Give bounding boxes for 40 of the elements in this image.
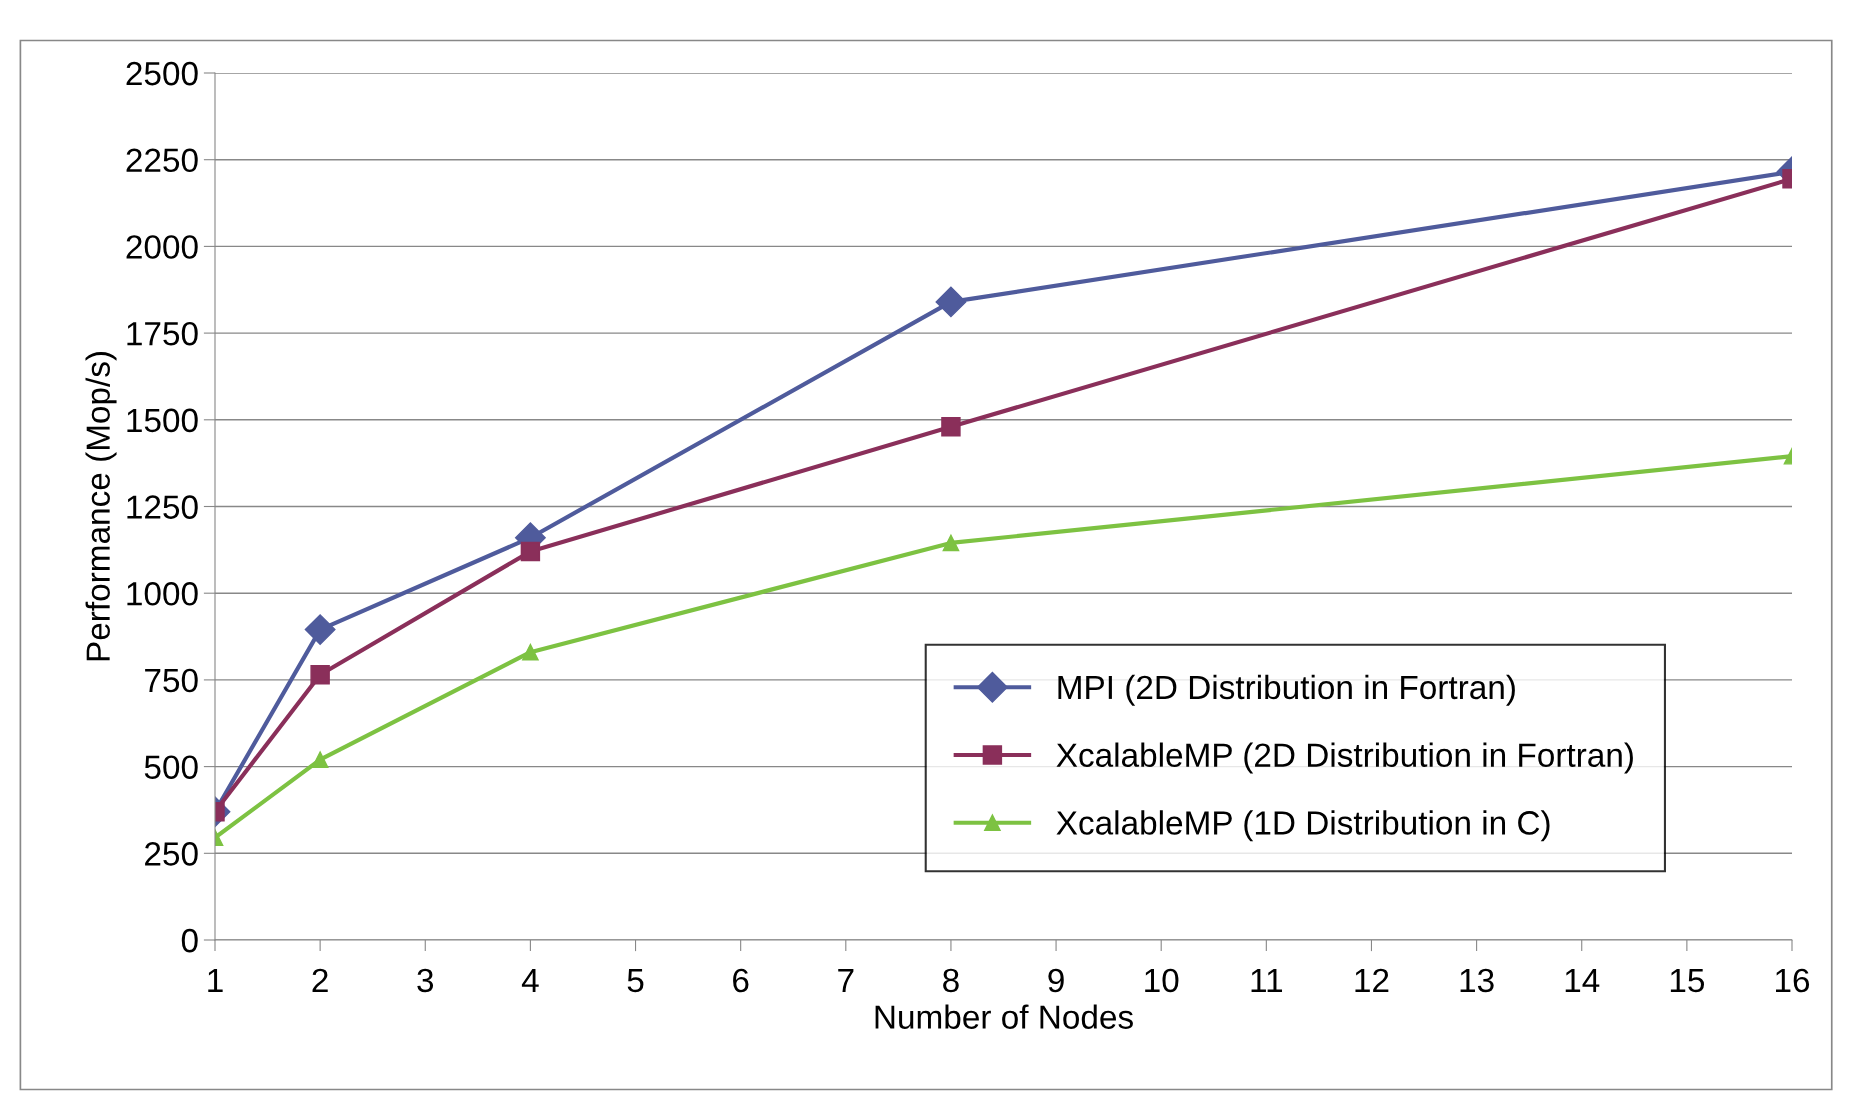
x-tick-label: 11 xyxy=(1251,969,1283,992)
x-tick-label: 2 xyxy=(312,968,328,992)
y-tick-label: 500 xyxy=(144,755,198,780)
x-tick-label: 10 xyxy=(1145,968,1179,993)
x-axis-title: Number of Nodes xyxy=(875,1004,1133,1029)
y-tick-label: 1500 xyxy=(127,408,198,433)
x-tick-label: 12 xyxy=(1355,968,1389,992)
y-tick-label: 2250 xyxy=(126,148,198,173)
legend-label: XcalableMP (2D Distribution in Fortran) xyxy=(1056,742,1633,774)
point xyxy=(522,643,539,661)
x-tick-label: 6 xyxy=(733,968,749,993)
point xyxy=(311,751,329,768)
y-tick-label: 750 xyxy=(145,668,198,693)
x-tick-label: 15 xyxy=(1670,969,1705,993)
x-tick-label: 8 xyxy=(943,968,959,993)
legend-label: XcalableMP (1D Distribution in C) xyxy=(1056,810,1550,842)
x-tick-label: 3 xyxy=(417,968,434,993)
x-tick-label: 9 xyxy=(1048,968,1064,993)
x-tick-label: 4 xyxy=(521,969,539,992)
x-tick-label: 16 xyxy=(1776,968,1810,993)
y-tick-label: 250 xyxy=(145,842,198,866)
legend-label: MPI (2D Distribution in Fortran) xyxy=(1058,674,1515,706)
x-tick-label: 1 xyxy=(208,969,223,992)
x-tick-label: 7 xyxy=(838,969,854,992)
x-tick-label: 5 xyxy=(627,969,644,993)
y-tick-label: 1750 xyxy=(127,321,198,346)
y-tick-label: 1000 xyxy=(127,582,198,606)
point xyxy=(942,534,960,552)
y-tick-label: 0 xyxy=(181,928,198,953)
point xyxy=(310,664,330,685)
x-tick-label: 14 xyxy=(1565,969,1600,992)
y-tick-label: 1250 xyxy=(127,495,198,519)
y-tick-label: 2000 xyxy=(126,235,198,259)
point xyxy=(941,417,961,437)
point xyxy=(520,541,541,562)
x-tick-label: 13 xyxy=(1460,968,1494,993)
y-axis-title: Performance (Mop/s) xyxy=(85,352,117,661)
point xyxy=(304,614,336,646)
point xyxy=(935,286,967,318)
y-tick-label: 2500 xyxy=(126,61,198,86)
